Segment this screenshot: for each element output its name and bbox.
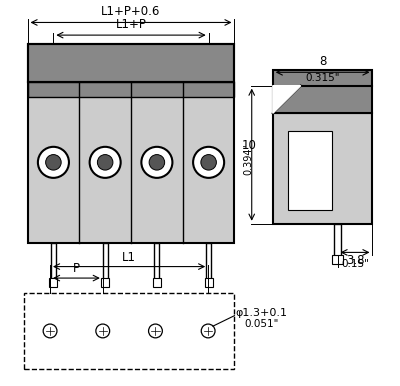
Text: L1+P+0.6: L1+P+0.6	[101, 5, 161, 18]
Circle shape	[141, 147, 172, 178]
Bar	[28, 82, 234, 243]
Bar	[50, 278, 58, 286]
Text: 8: 8	[319, 56, 326, 68]
Bar	[205, 278, 213, 286]
Bar	[332, 256, 343, 264]
Bar	[24, 293, 234, 369]
Bar	[101, 278, 109, 286]
Bar	[153, 278, 161, 286]
Bar	[206, 243, 211, 281]
Text: 10: 10	[241, 139, 256, 152]
Bar	[334, 223, 341, 258]
Circle shape	[96, 324, 110, 338]
Circle shape	[43, 324, 57, 338]
Bar	[28, 82, 234, 97]
Bar	[28, 44, 234, 82]
Circle shape	[90, 147, 121, 178]
Text: L1: L1	[122, 251, 136, 264]
Text: 3.8: 3.8	[346, 254, 364, 267]
Text: 0.15": 0.15"	[341, 259, 369, 269]
Bar	[288, 131, 332, 210]
Circle shape	[97, 154, 113, 170]
Bar	[273, 113, 372, 223]
Circle shape	[149, 154, 165, 170]
Bar	[154, 243, 159, 281]
Text: 0.315": 0.315"	[305, 73, 340, 83]
Text: 0.394": 0.394"	[244, 142, 254, 174]
Polygon shape	[273, 86, 301, 113]
Bar	[28, 44, 234, 243]
Bar	[103, 243, 108, 281]
Text: P: P	[73, 262, 80, 275]
Bar	[273, 70, 372, 113]
Circle shape	[148, 324, 162, 338]
Text: φ1.3+0.1: φ1.3+0.1	[235, 308, 287, 318]
Text: 0.051": 0.051"	[244, 319, 278, 329]
Circle shape	[38, 147, 69, 178]
Bar	[51, 243, 56, 281]
Text: L1+P: L1+P	[116, 18, 146, 31]
Circle shape	[46, 154, 61, 170]
Circle shape	[201, 154, 216, 170]
Circle shape	[193, 147, 224, 178]
Circle shape	[201, 324, 215, 338]
